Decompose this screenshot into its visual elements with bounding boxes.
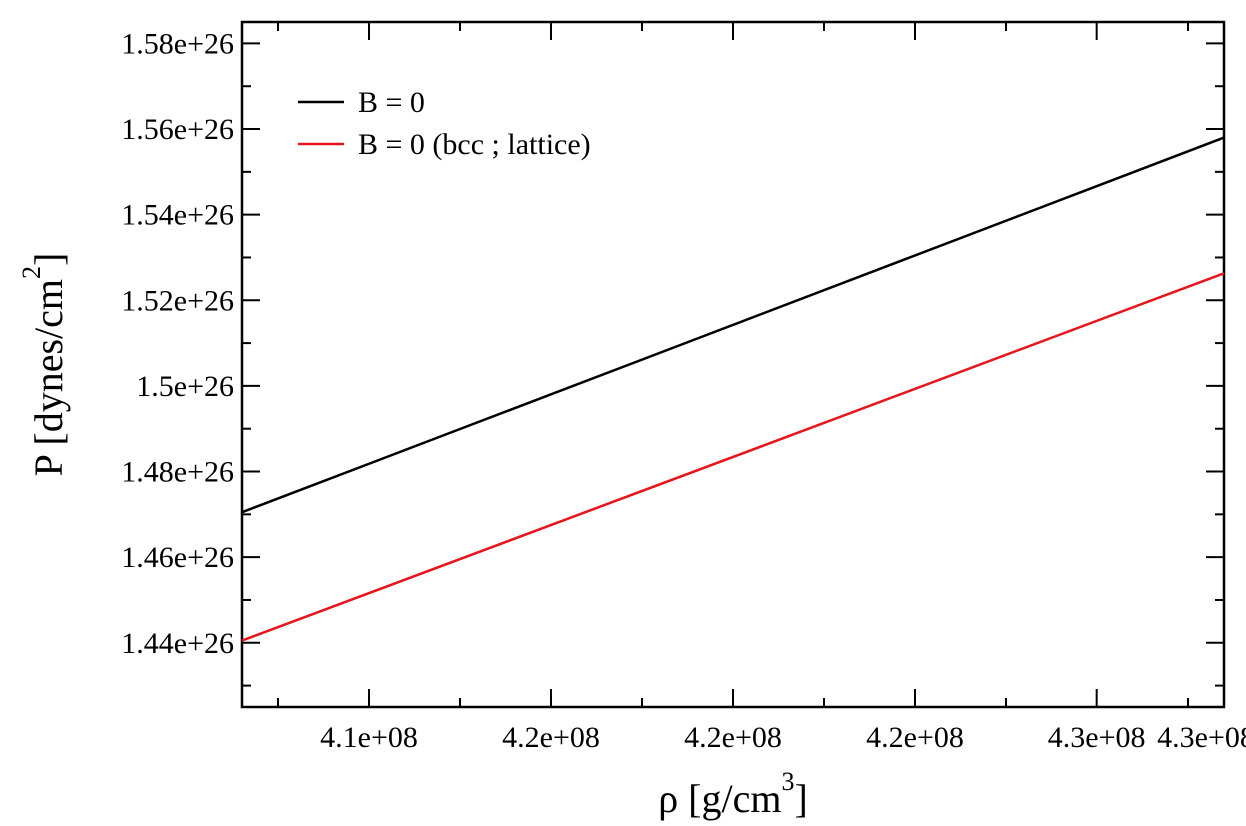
x-tick-label: 4.1e+08	[320, 721, 418, 754]
x-axis-title: ρ [g/cm3]	[658, 767, 808, 821]
x-tick-label: 4.2e+08	[866, 721, 964, 754]
plot-frame	[240, 20, 1226, 709]
x-tick-label: 4.3e+08	[1048, 721, 1146, 754]
y-tick-label: 1.54e+26	[121, 199, 234, 232]
y-axis-ticks: 1.44e+26 1.46e+26 1.48e+26 1.5e+26 1.52e+26 1…	[121, 27, 1224, 687]
legend-label-1: B = 0	[358, 86, 425, 119]
y-tick-label: 1.5e+26	[136, 370, 234, 403]
x-axis-ticks: 4.1e+08 4.2e+08 4.2e+08 4.2e+08 4.3e+08 4.3e+…	[277, 22, 1246, 754]
y-tick-label: 1.58e+26	[121, 27, 234, 60]
y-axis-title: P [dynes/cm2]	[17, 253, 71, 477]
y-tick-label: 1.52e+26	[121, 284, 234, 317]
series-layer	[241, 136, 1225, 642]
series-line-2	[241, 272, 1225, 642]
series-line-1	[241, 136, 1225, 514]
y-tick-label: 1.44e+26	[121, 627, 234, 660]
x-tick-label: 4.3e+08	[1157, 721, 1246, 754]
plot-border	[240, 20, 1226, 709]
legend-label-2: B = 0 (bcc ; lattice)	[358, 128, 591, 161]
legend: B = 0 B = 0 (bcc ; lattice)	[298, 86, 591, 161]
y-tick-label: 1.46e+26	[121, 541, 234, 574]
y-tick-label: 1.56e+26	[121, 113, 234, 146]
y-tick-label: 1.48e+26	[121, 456, 234, 489]
x-tick-label: 4.2e+08	[684, 721, 782, 754]
x-tick-label: 4.2e+08	[502, 721, 600, 754]
